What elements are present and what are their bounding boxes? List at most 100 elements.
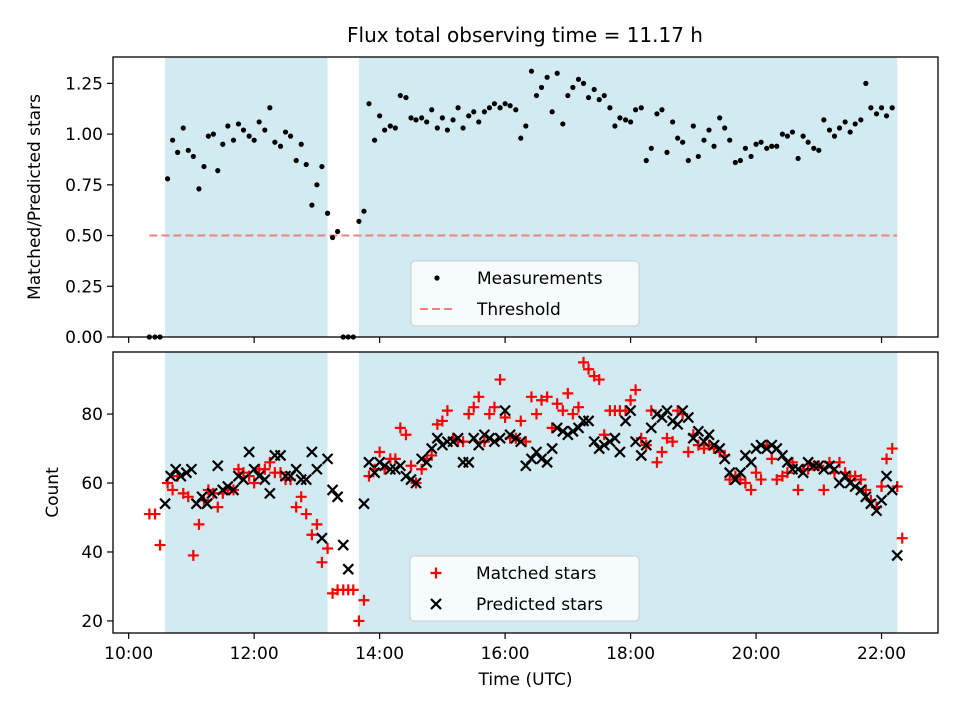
data-point	[562, 387, 574, 399]
legend-marker-swatch	[430, 567, 442, 579]
legend-entry-label: Threshold	[476, 300, 561, 320]
data-point	[259, 463, 271, 475]
data-point	[387, 123, 393, 129]
data-point	[509, 432, 522, 444]
data-point	[533, 92, 540, 99]
data-point	[836, 125, 843, 131]
data-point	[419, 115, 425, 121]
data-point	[481, 109, 488, 115]
data-point	[607, 105, 613, 111]
data-point	[382, 127, 388, 133]
data-point	[491, 101, 498, 107]
data-point	[842, 119, 848, 125]
data-point	[159, 497, 171, 510]
data-point	[230, 137, 237, 143]
data-point	[792, 484, 804, 496]
data-point	[235, 121, 242, 127]
data-point	[883, 113, 890, 119]
data-point	[277, 143, 284, 149]
data-point	[237, 467, 249, 479]
data-point	[326, 484, 339, 496]
data-point	[264, 456, 276, 468]
data-point	[439, 115, 445, 121]
data-point	[295, 491, 307, 503]
data-point	[661, 432, 673, 444]
data-point	[834, 456, 846, 468]
data-point	[366, 101, 372, 107]
data-point	[666, 415, 679, 427]
data-point	[275, 467, 287, 479]
data-point	[306, 529, 318, 541]
data-point	[849, 470, 861, 482]
data-point	[627, 119, 634, 125]
data-point	[583, 363, 595, 375]
data-point	[880, 470, 893, 482]
data-point	[575, 76, 582, 82]
data-point	[713, 442, 726, 455]
data-point	[760, 442, 773, 455]
data-point	[745, 456, 757, 469]
data-point	[353, 615, 365, 627]
data-point	[279, 470, 292, 482]
data-point	[614, 446, 626, 458]
data-point	[494, 374, 506, 386]
data-point	[573, 401, 585, 413]
data-point	[670, 119, 676, 125]
data-point	[515, 435, 527, 448]
data-point	[619, 415, 632, 427]
data-point	[389, 463, 402, 476]
data-point	[196, 186, 202, 192]
data-point	[174, 470, 187, 482]
data-point	[264, 487, 276, 500]
data-point	[601, 92, 607, 99]
data-point	[703, 428, 715, 441]
data-point	[562, 428, 574, 441]
legend-entry-label: Predicted stars	[476, 595, 603, 615]
data-point	[551, 422, 563, 434]
data-point	[656, 446, 668, 458]
data-point	[645, 422, 658, 434]
data-point	[405, 473, 417, 486]
data-point	[821, 117, 827, 123]
data-point	[222, 480, 234, 493]
data-point	[525, 391, 537, 403]
y-tick-label: 40	[81, 543, 103, 563]
data-point	[515, 415, 527, 427]
data-point	[434, 125, 440, 131]
data-point	[570, 84, 576, 91]
legend-entry-label: Measurements	[477, 269, 603, 289]
data-point	[467, 432, 480, 444]
axes-frame	[112, 351, 939, 634]
data-point	[687, 432, 700, 444]
data-point	[844, 477, 856, 489]
data-point	[544, 74, 550, 80]
data-point	[167, 484, 179, 496]
data-point	[774, 143, 780, 149]
data-point	[635, 449, 648, 462]
data-point	[737, 157, 743, 164]
data-point	[358, 497, 370, 510]
data-point	[816, 147, 822, 153]
data-point	[190, 153, 196, 160]
y-tick-label: 20	[81, 612, 103, 632]
legend-marker-swatch	[434, 275, 440, 281]
data-point	[858, 117, 864, 123]
y-axis-label: Matched/Predicted stars	[25, 94, 45, 300]
data-point	[557, 425, 569, 438]
data-point	[745, 484, 757, 496]
data-point	[541, 391, 553, 403]
data-point	[648, 145, 654, 151]
data-point	[797, 466, 809, 479]
data-point	[215, 168, 221, 174]
data-point	[525, 453, 538, 465]
data-point	[361, 208, 367, 214]
data-point	[889, 105, 895, 111]
data-point	[630, 384, 642, 396]
y-tick-label: 80	[81, 405, 103, 425]
data-point	[196, 491, 208, 503]
data-point	[389, 453, 401, 465]
data-point	[175, 149, 181, 155]
data-point	[591, 86, 597, 93]
data-point	[873, 111, 880, 117]
data-point	[206, 487, 218, 500]
